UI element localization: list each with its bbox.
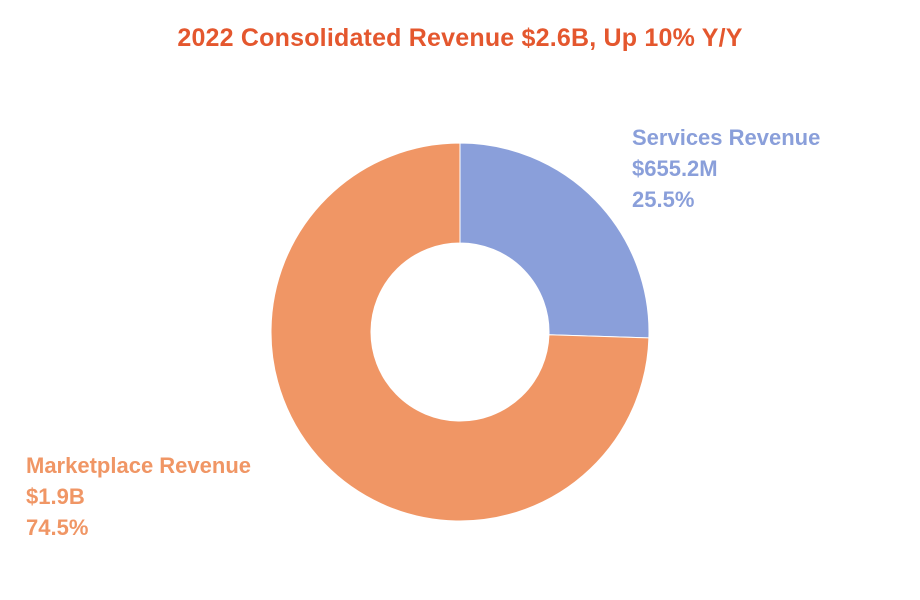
- marketplace-revenue-value: $1.9B: [26, 484, 85, 509]
- donut-slices: [270, 142, 650, 522]
- donut-slice-marketplace-revenue: [270, 142, 650, 522]
- marketplace-revenue-name: Marketplace Revenue: [26, 453, 251, 478]
- services-revenue-label: Services Revenue $655.2M 25.5%: [632, 122, 820, 215]
- marketplace-revenue-percent: 74.5%: [26, 515, 89, 540]
- services-revenue-name: Services Revenue: [632, 125, 821, 150]
- chart-title: 2022 Consolidated Revenue $2.6B, Up 10% …: [177, 24, 743, 52]
- services-revenue-percent: 25.5%: [632, 187, 695, 212]
- marketplace-revenue-label: Marketplace Revenue $1.9B 74.5%: [26, 450, 251, 543]
- services-revenue-value: $655.2M: [632, 156, 718, 181]
- donut-slice-services-revenue: [459, 142, 650, 339]
